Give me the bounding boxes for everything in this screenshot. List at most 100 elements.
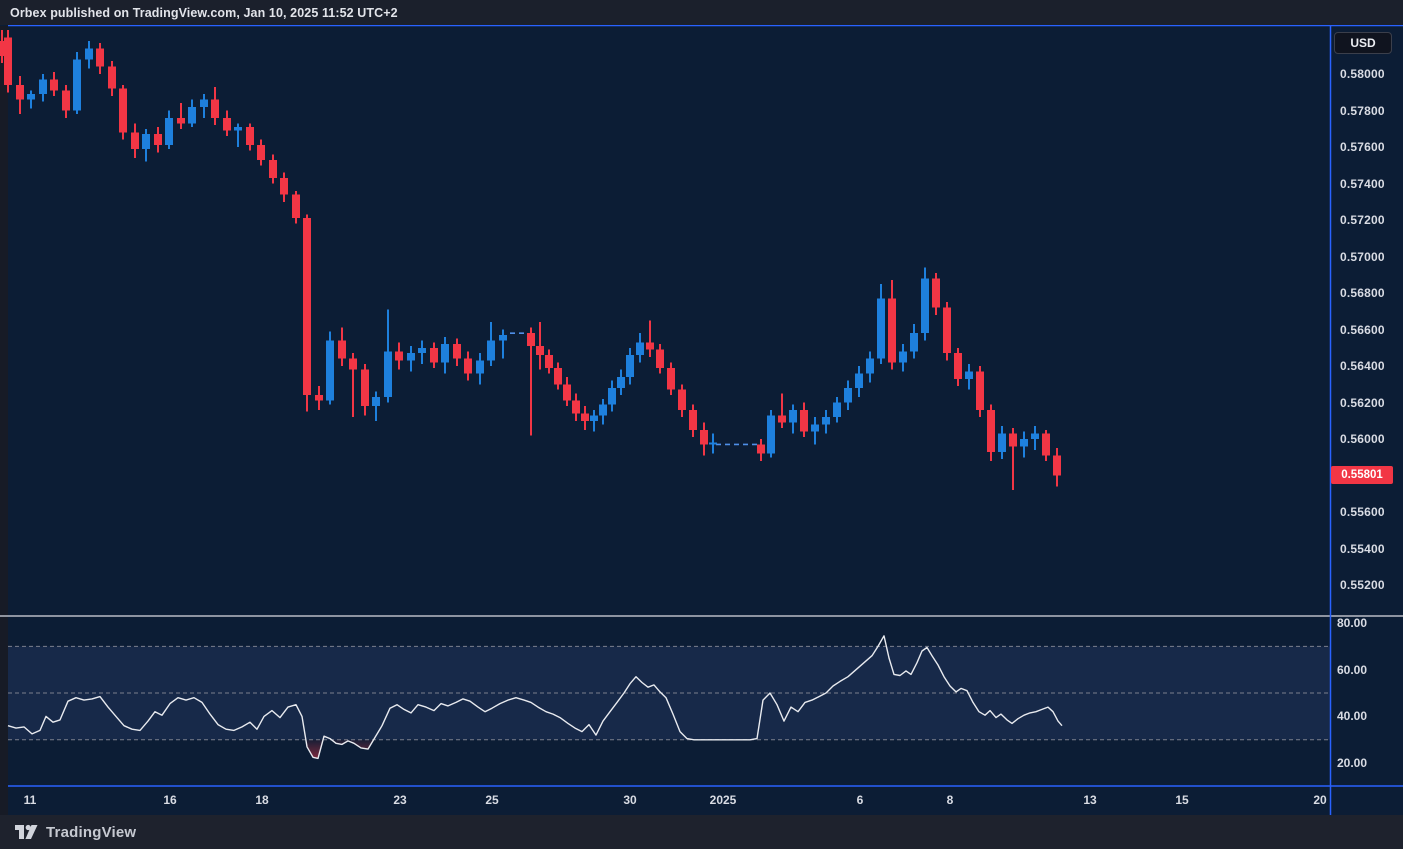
candle-body — [372, 397, 380, 407]
time-axis-label: 25 — [485, 793, 499, 807]
candle-body — [303, 218, 311, 396]
candle-body — [487, 340, 495, 361]
price-axis-label: 0.57400 — [1340, 176, 1385, 191]
candle-body — [899, 351, 907, 363]
candle-wick — [781, 393, 783, 429]
rsi-axis-label: 20.00 — [1337, 756, 1368, 771]
candle-body — [932, 278, 940, 308]
candle-body — [757, 444, 765, 454]
candle-body — [0, 41, 6, 56]
rsi-oversold-fill — [331, 739, 374, 750]
candle-body — [866, 358, 874, 374]
candle-body — [855, 373, 863, 388]
candle-body — [62, 90, 70, 111]
price-axis-label: 0.55200 — [1340, 578, 1385, 592]
candle-body — [441, 344, 449, 363]
price-axis-label: 0.56400 — [1340, 359, 1385, 373]
price-axis-label: 0.56200 — [1340, 395, 1385, 410]
candle-body — [326, 340, 334, 401]
tradingview-wordmark[interactable]: TradingView — [46, 823, 137, 841]
candle-body — [177, 117, 185, 124]
candle-body — [833, 402, 841, 418]
price-axis-label: 0.55400 — [1340, 541, 1385, 556]
time-axis-label: 30 — [623, 793, 637, 807]
candle-body — [96, 48, 104, 67]
candle-body — [453, 344, 461, 359]
candle-body — [131, 132, 139, 149]
candle-body — [395, 351, 403, 361]
candle-body — [581, 413, 589, 421]
candle-body — [667, 367, 675, 390]
candle-body — [1009, 433, 1017, 447]
price-axis-label: 0.56800 — [1340, 286, 1385, 300]
footer-bar: TradingView — [0, 815, 1403, 849]
candle-body — [888, 298, 896, 363]
last-price-badge: 0.55801 — [1331, 466, 1393, 484]
candle-body — [921, 278, 929, 334]
candle-wick — [30, 90, 32, 109]
candle-body — [338, 340, 346, 359]
candle-body — [476, 360, 484, 374]
candle-body — [499, 334, 507, 341]
candle-body — [361, 369, 369, 407]
tradingview-logo-icon[interactable] — [14, 821, 38, 843]
candle-body — [119, 88, 127, 133]
candle-body — [976, 371, 984, 410]
candle-body — [430, 347, 438, 363]
candle-body — [1053, 455, 1061, 476]
title-bar: Orbex published on TradingView.com, Jan … — [0, 0, 1403, 25]
chart-background — [0, 0, 1403, 815]
candle-body — [778, 415, 786, 423]
candle-body — [563, 384, 571, 401]
price-axis-label: 0.55600 — [1340, 505, 1385, 519]
candle-body — [636, 342, 644, 356]
candle-body — [572, 400, 580, 414]
time-axis-label: 13 — [1083, 793, 1097, 807]
candle-body — [73, 59, 81, 111]
price-axis-label: 0.57800 — [1340, 103, 1385, 118]
candle-wick — [1012, 428, 1014, 491]
candle-body — [709, 442, 717, 445]
candle-body — [910, 333, 918, 352]
time-axis-label: 15 — [1175, 793, 1189, 807]
chart-canvas[interactable] — [0, 0, 1403, 815]
candle-body — [877, 298, 885, 359]
candle-body — [315, 395, 323, 401]
candle-body — [223, 117, 231, 131]
candle-body — [142, 134, 150, 149]
candle-wick — [237, 123, 239, 147]
candle-body — [811, 424, 819, 432]
candle-body — [50, 79, 58, 91]
candle-body — [1031, 433, 1039, 439]
candle-wick — [649, 320, 651, 357]
time-axis-label: 6 — [856, 793, 864, 807]
time-axis-label: 16 — [163, 793, 177, 807]
candle-body — [418, 347, 426, 354]
candle-body — [407, 353, 415, 361]
candle-body — [4, 37, 12, 85]
candle-wick — [530, 327, 532, 436]
candle-body — [108, 66, 116, 89]
candle-wick — [180, 103, 182, 129]
candle-body — [536, 345, 544, 356]
publish-title: Orbex published on TradingView.com, Jan … — [10, 5, 398, 20]
candle-body — [269, 159, 277, 179]
candle-body — [599, 404, 607, 416]
price-axis-label: 0.57200 — [1340, 213, 1385, 227]
candle-body — [554, 367, 562, 385]
rsi-axis-label: 80.00 — [1337, 616, 1368, 630]
currency-toggle-button[interactable]: USD — [1334, 32, 1392, 54]
time-axis-label: 2025 — [709, 793, 737, 807]
left-margin — [0, 26, 8, 815]
candle-body — [617, 376, 625, 388]
candle-body — [767, 415, 775, 454]
candle-body — [800, 409, 808, 432]
candle-body — [1042, 433, 1050, 456]
candle-body — [211, 99, 219, 118]
price-axis-label: 0.57600 — [1340, 140, 1385, 154]
price-axis-label: 0.58000 — [1340, 67, 1385, 81]
candle-body — [464, 358, 472, 374]
candle-body — [789, 409, 797, 423]
candle-body — [646, 342, 654, 350]
